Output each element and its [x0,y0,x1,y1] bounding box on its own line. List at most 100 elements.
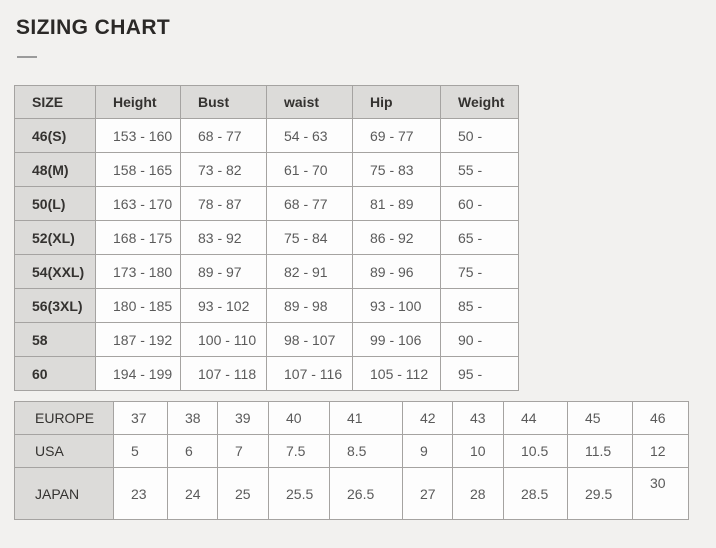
region-label-usa: USA [14,434,114,468]
waist-cell: 61 - 70 [266,152,353,187]
size-cell: 60 [14,356,96,391]
column-header-height: Height [95,85,181,119]
conversion-row-japan: JAPAN 23 24 25 25.5 26.5 27 28 28.5 29.5… [14,467,689,520]
conversion-cell: 28 [452,467,504,520]
conversion-cell: 25 [217,467,269,520]
conversion-cell: 8.5 [329,434,403,468]
height-cell: 180 - 185 [95,288,181,323]
conversion-row-europe: EUROPE 37 38 39 40 41 42 43 44 45 46 [14,401,689,435]
weight-cell: 95 - [440,356,519,391]
bust-cell: 89 - 97 [180,254,267,289]
column-header-bust: Bust [180,85,267,119]
hip-cell: 86 - 92 [352,220,441,255]
size-row: 46(S) 153 - 160 68 - 77 54 - 63 69 - 77 … [14,118,519,153]
height-cell: 168 - 175 [95,220,181,255]
conversion-cell: 25.5 [268,467,330,520]
hip-cell: 99 - 106 [352,322,441,357]
conversion-cell: 30 [632,467,689,520]
size-row: 48(M) 158 - 165 73 - 82 61 - 70 75 - 83 … [14,152,519,187]
title-underline [17,56,37,58]
waist-cell: 89 - 98 [266,288,353,323]
size-row: 56(3XL) 180 - 185 93 - 102 89 - 98 93 - … [14,288,519,323]
height-cell: 153 - 160 [95,118,181,153]
conversion-cell: 43 [452,401,504,435]
height-cell: 173 - 180 [95,254,181,289]
region-label-europe: EUROPE [14,401,114,435]
conversion-cell: 10.5 [503,434,568,468]
conversion-cell: 6 [167,434,218,468]
size-row: 50(L) 163 - 170 78 - 87 68 - 77 81 - 89 … [14,186,519,221]
sizing-table-header-row: SIZE Height Bust waist Hip Weight [14,85,519,119]
waist-cell: 68 - 77 [266,186,353,221]
height-cell: 158 - 165 [95,152,181,187]
bust-cell: 93 - 102 [180,288,267,323]
conversion-cell: 46 [632,401,689,435]
conversion-cell: 45 [567,401,633,435]
size-row: 58 187 - 192 100 - 110 98 - 107 99 - 106… [14,322,519,357]
conversion-cell: 37 [113,401,168,435]
height-cell: 187 - 192 [95,322,181,357]
weight-cell: 50 - [440,118,519,153]
size-cell: 48(M) [14,152,96,187]
size-row: 60 194 - 199 107 - 118 107 - 116 105 - 1… [14,356,519,391]
height-cell: 163 - 170 [95,186,181,221]
conversion-cell: 28.5 [503,467,568,520]
conversion-cell: 11.5 [567,434,633,468]
conversion-cell: 7.5 [268,434,330,468]
waist-cell: 54 - 63 [266,118,353,153]
weight-cell: 65 - [440,220,519,255]
weight-cell: 75 - [440,254,519,289]
size-cell: 58 [14,322,96,357]
hip-cell: 93 - 100 [352,288,441,323]
column-header-hip: Hip [352,85,441,119]
conversion-cell: 10 [452,434,504,468]
conversion-cell: 29.5 [567,467,633,520]
bust-cell: 78 - 87 [180,186,267,221]
page-title: SIZING CHART [16,16,171,39]
waist-cell: 98 - 107 [266,322,353,357]
weight-cell: 60 - [440,186,519,221]
hip-cell: 69 - 77 [352,118,441,153]
conversion-cell: 26.5 [329,467,403,520]
size-row: 52(XL) 168 - 175 83 - 92 75 - 84 86 - 92… [14,220,519,255]
conversion-cell: 24 [167,467,218,520]
column-header-waist: waist [266,85,353,119]
waist-cell: 82 - 91 [266,254,353,289]
weight-cell: 90 - [440,322,519,357]
size-cell: 56(3XL) [14,288,96,323]
bust-cell: 100 - 110 [180,322,267,357]
sizing-table: SIZE Height Bust waist Hip Weight 46(S) … [14,85,519,391]
bust-cell: 83 - 92 [180,220,267,255]
conversion-cell: 9 [402,434,453,468]
height-cell: 194 - 199 [95,356,181,391]
hip-cell: 81 - 89 [352,186,441,221]
region-label-japan: JAPAN [14,467,114,520]
bust-cell: 73 - 82 [180,152,267,187]
conversion-cell: 39 [217,401,269,435]
column-header-weight: Weight [440,85,519,119]
conversion-cell: 38 [167,401,218,435]
hip-cell: 75 - 83 [352,152,441,187]
conversion-cell: 12 [632,434,689,468]
conversion-cell: 23 [113,467,168,520]
hip-cell: 105 - 112 [352,356,441,391]
conversion-cell: 41 [329,401,403,435]
conversion-row-usa: USA 5 6 7 7.5 8.5 9 10 10.5 11.5 12 [14,434,689,468]
weight-cell: 55 - [440,152,519,187]
bust-cell: 68 - 77 [180,118,267,153]
conversion-cell: 7 [217,434,269,468]
conversion-cell: 44 [503,401,568,435]
weight-cell: 85 - [440,288,519,323]
conversion-cell: 5 [113,434,168,468]
hip-cell: 89 - 96 [352,254,441,289]
sizing-chart-page: SIZING CHART SIZE Height Bust waist Hip … [14,16,689,520]
size-row: 54(XXL) 173 - 180 89 - 97 82 - 91 89 - 9… [14,254,519,289]
conversion-cell: 40 [268,401,330,435]
column-header-size: SIZE [14,85,96,119]
size-cell: 52(XL) [14,220,96,255]
waist-cell: 75 - 84 [266,220,353,255]
conversion-cell: 42 [402,401,453,435]
conversion-cell: 27 [402,467,453,520]
size-cell: 46(S) [14,118,96,153]
waist-cell: 107 - 116 [266,356,353,391]
